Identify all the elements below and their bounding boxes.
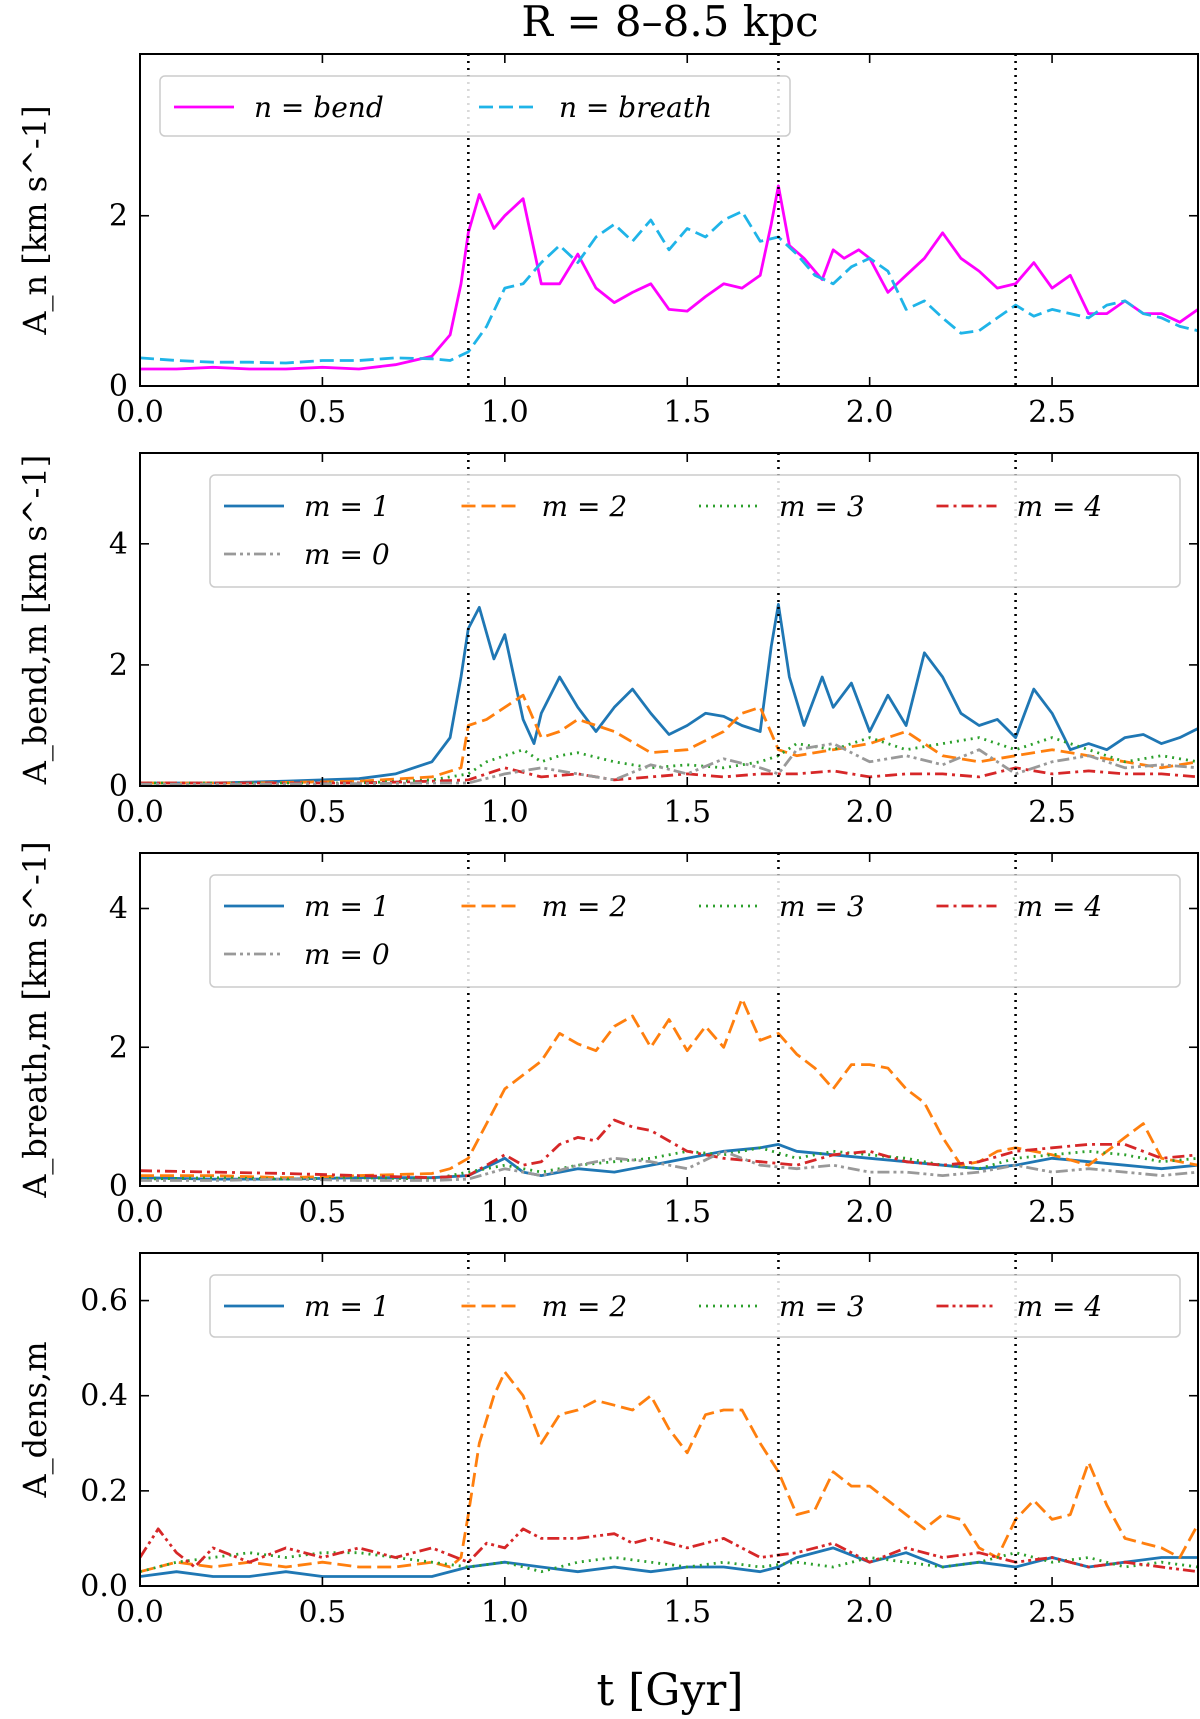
series-group <box>140 997 1198 1182</box>
x-tick-label: 1.0 <box>481 1595 529 1630</box>
series-group <box>140 603 1198 786</box>
x-tick-label: 2.5 <box>1028 1195 1076 1230</box>
series-line-m0 <box>140 742 1198 786</box>
x-tick-label: 0.5 <box>299 1595 347 1630</box>
panel-4: 0.0 0.5 1.0 1.5 2.0 2.5 0.0 0.2 0.4 0.6 A_dens,m m … <box>16 1252 1199 1630</box>
x-tick-label: 2.5 <box>1028 395 1076 430</box>
legend-label-m2: m = 2 <box>542 1290 628 1323</box>
legend-label-bend: n = bend <box>254 91 384 124</box>
x-tick-label: 1.5 <box>663 1195 711 1230</box>
series-line-m4 <box>140 766 1198 785</box>
legend: m = 1 m = 2 m = 3 m = 4 m = 0 <box>209 874 1181 988</box>
series-line-m4 <box>140 1118 1198 1180</box>
y-tick-label: 0.0 <box>80 1569 128 1604</box>
y-tick-label: 2 <box>109 648 128 683</box>
panel-3: 0.0 0.5 1.0 1.5 2.0 2.5 0 2 4 A_breath,m [km s^-1… <box>16 841 1199 1230</box>
y-tick-label: 0 <box>109 769 128 804</box>
x-tick-label: 0.0 <box>116 395 164 430</box>
legend-label-m0: m = 0 <box>304 938 390 971</box>
y-axis-title: A_dens,m <box>16 1341 54 1498</box>
series-line-m2 <box>140 693 1198 785</box>
panel-2: 0.0 0.5 1.0 1.5 2.0 2.5 0 2 4 A_bend,m [km s^-1] m… <box>16 452 1199 830</box>
series-group <box>140 184 1198 371</box>
series-line-m2 <box>140 1370 1198 1574</box>
legend: m = 1 m = 2 m = 3 m = 4 <box>209 1274 1181 1338</box>
x-tick-label: 2.5 <box>1028 795 1076 830</box>
x-tick-label: 2.0 <box>846 795 894 830</box>
series-line-breath <box>140 210 1198 365</box>
legend-box <box>159 75 791 137</box>
legend-label-m3: m = 3 <box>779 1290 865 1323</box>
x-tick-label: 1.0 <box>481 795 529 830</box>
y-axis-title: A_n [km s^-1] <box>16 105 54 335</box>
y-axis-title: A_breath,m [km s^-1] <box>16 841 54 1198</box>
legend-label-m4: m = 4 <box>1017 490 1103 523</box>
legend-label-m2: m = 2 <box>542 890 628 923</box>
x-tick-label: 0.5 <box>299 795 347 830</box>
y-tick-label: 2 <box>109 199 128 234</box>
figure-title: R = 8–8.5 kpc <box>521 0 818 46</box>
x-tick-label: 1.5 <box>663 795 711 830</box>
legend-box <box>209 1274 1181 1338</box>
axes-frame <box>139 852 1199 1187</box>
series-line-m3 <box>140 736 1198 785</box>
series-line-m4 <box>140 1527 1198 1574</box>
x-tick-label: 2.0 <box>846 1595 894 1630</box>
y-tick-label: 2 <box>109 1030 128 1065</box>
legend: n = bend n = breath <box>159 75 791 137</box>
series-group <box>140 1370 1198 1578</box>
legend-label-m3: m = 3 <box>779 490 865 523</box>
legend-box <box>209 874 1181 988</box>
legend-label-m3: m = 3 <box>779 890 865 923</box>
panel-1: 0.0 0.5 1.0 1.5 2.0 2.5 0 2 A_n [km s^-1] n = ben… <box>16 53 1199 430</box>
legend: m = 1 m = 2 m = 3 m = 4 m = 0 <box>209 474 1181 588</box>
series-line-m2 <box>140 997 1198 1180</box>
legend-label-m4: m = 4 <box>1017 1290 1103 1323</box>
legend-label-breath: n = breath <box>559 91 712 124</box>
x-tick-label: 0.0 <box>116 1195 164 1230</box>
series-line-bend <box>140 184 1198 371</box>
y-tick-label: 0 <box>109 1169 128 1204</box>
legend-box <box>209 474 1181 588</box>
y-tick-label: 4 <box>109 892 128 927</box>
x-tick-label: 0.5 <box>299 395 347 430</box>
legend-label-m0: m = 0 <box>304 538 390 571</box>
x-tick-label: 1.5 <box>663 1595 711 1630</box>
x-tick-label: 2.0 <box>846 1195 894 1230</box>
x-tick-label: 1.0 <box>481 1195 529 1230</box>
x-tick-label: 1.0 <box>481 395 529 430</box>
axes-frame <box>139 53 1199 387</box>
series-line-m1 <box>140 603 1198 785</box>
legend-label-m1: m = 1 <box>304 490 390 523</box>
y-tick-label: 4 <box>109 527 128 562</box>
x-tick-label: 0.0 <box>116 1595 164 1630</box>
y-tick-label: 0.6 <box>80 1284 128 1319</box>
legend-label-m4: m = 4 <box>1017 890 1103 923</box>
legend-label-m1: m = 1 <box>304 890 390 923</box>
y-tick-label: 0 <box>109 369 128 404</box>
x-tick-label: 0.0 <box>116 795 164 830</box>
x-tick-label: 2.5 <box>1028 1595 1076 1630</box>
legend-label-m1: m = 1 <box>304 1290 390 1323</box>
y-axis-title: A_bend,m [km s^-1] <box>16 455 54 786</box>
axes-frame <box>139 452 1199 787</box>
x-tick-label: 1.5 <box>663 395 711 430</box>
y-tick-label: 0.4 <box>80 1379 128 1414</box>
axes-frame <box>139 1252 1199 1587</box>
x-tick-label: 0.5 <box>299 1195 347 1230</box>
x-tick-label: 2.0 <box>846 395 894 430</box>
legend-label-m2: m = 2 <box>542 490 628 523</box>
y-tick-label: 0.2 <box>80 1474 128 1509</box>
x-axis-title: t [Gyr] <box>596 1665 743 1716</box>
